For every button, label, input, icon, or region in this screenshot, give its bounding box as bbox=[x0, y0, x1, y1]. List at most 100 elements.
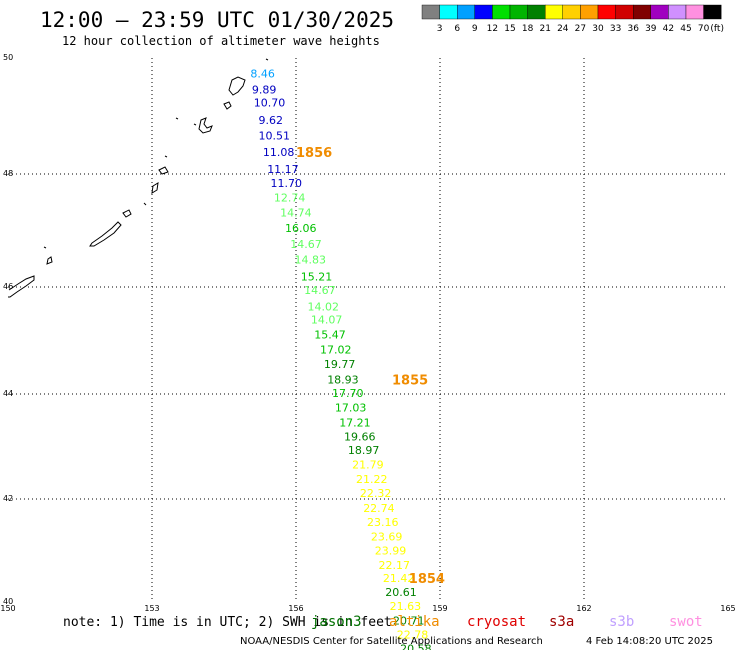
swh-value-label: 22.74 bbox=[363, 502, 395, 515]
longitude-label: 165 bbox=[720, 604, 735, 613]
color-scale-legend: 3 6 9 12 15 18 21 24 27 30 33 36 39 42 45 70 (ft) bbox=[421, 4, 724, 34]
swh-value-label: 17.70 bbox=[332, 387, 364, 400]
swh-value-label: 11.17 bbox=[267, 163, 299, 176]
legend-swatch bbox=[650, 4, 669, 20]
legend-tick-label: 36 bbox=[627, 24, 639, 34]
swh-value-label: 14.83 bbox=[295, 253, 327, 266]
legend-swatch bbox=[562, 4, 581, 20]
swh-value-label: 12.74 bbox=[274, 192, 306, 205]
swh-value-label: 23.16 bbox=[367, 516, 399, 529]
legend-swatch bbox=[474, 4, 493, 20]
swh-value-label: 10.70 bbox=[254, 97, 286, 110]
satellite-s3a-label: s3a bbox=[549, 614, 574, 630]
longitude-label: 156 bbox=[288, 604, 303, 613]
swh-value-label: 23.99 bbox=[375, 545, 407, 558]
legend-swatch bbox=[527, 4, 546, 20]
longitude-label: 159 bbox=[432, 604, 447, 613]
swh-value-label: 19.77 bbox=[324, 358, 356, 371]
swh-value-label: 21.22 bbox=[356, 473, 388, 486]
legend-tick-label: 24 bbox=[557, 24, 569, 34]
swh-value-label: 11.08 bbox=[263, 146, 295, 159]
legend-tick-label: 33 bbox=[610, 24, 621, 34]
swh-value-label: 21.63 bbox=[390, 600, 422, 613]
legend-tick-label: 21 bbox=[539, 24, 550, 34]
swh-value-label: 19.66 bbox=[344, 431, 376, 444]
swh-value-label: 22.78 bbox=[397, 628, 429, 641]
longitude-label: 150 bbox=[0, 604, 15, 613]
legend-swatch bbox=[703, 4, 722, 20]
legend-tick-label: 27 bbox=[575, 24, 586, 34]
legend-swatch bbox=[668, 4, 687, 20]
legend-swatch bbox=[421, 4, 440, 20]
legend-swatch bbox=[509, 4, 528, 20]
pass-number-label: 1856 bbox=[296, 146, 332, 161]
legend-tick-label: 12 bbox=[487, 24, 498, 34]
page-title: 12:00 — 23:59 UTC 01/30/2025 bbox=[40, 8, 394, 32]
latitude-label: 40 bbox=[3, 597, 13, 606]
legend-swatch bbox=[439, 4, 458, 20]
swh-value-label: 22.32 bbox=[360, 487, 392, 500]
pass-id-labels: 1856185518541853 bbox=[296, 146, 445, 587]
legend-tick-label: 30 bbox=[592, 24, 604, 34]
legend-tick-label: 42 bbox=[663, 24, 674, 34]
swh-value-label: 14.74 bbox=[280, 206, 312, 219]
swh-value-label: 15.47 bbox=[314, 329, 346, 342]
legend-tick-label: (ft) bbox=[710, 24, 724, 34]
longitude-label: 162 bbox=[576, 604, 591, 613]
satellite-swot-label: swot bbox=[669, 614, 703, 630]
swh-value-label: 14.02 bbox=[308, 300, 340, 313]
generation-timestamp: 4 Feb 14:08:20 UTC 2025 bbox=[586, 636, 713, 647]
legend-tick-label: 6 bbox=[454, 24, 460, 34]
swh-value-label: 23.69 bbox=[371, 531, 403, 544]
page-subtitle: 12 hour collection of altimeter wave hei… bbox=[62, 34, 380, 48]
swh-value-label: 20.71 bbox=[393, 615, 425, 628]
legend-swatch bbox=[597, 4, 616, 20]
latitude-label: 44 bbox=[3, 389, 13, 398]
satellite-s3b-label: s3b bbox=[609, 614, 634, 630]
swh-value-label: 20.58 bbox=[400, 642, 432, 650]
legend-swatch bbox=[685, 4, 704, 20]
swh-value-label: 20.61 bbox=[385, 586, 417, 599]
swh-value-label: 22.17 bbox=[379, 559, 411, 572]
swh-value-label: 8.46 bbox=[250, 68, 275, 81]
swh-value-label: 9.62 bbox=[259, 114, 284, 127]
swh-value-label: 21.42 bbox=[383, 572, 415, 585]
legend-tick-label: 45 bbox=[680, 24, 691, 34]
swh-value-label: 11.70 bbox=[271, 177, 303, 190]
pass-number-label: 1855 bbox=[392, 374, 428, 389]
satellite-cryosat-label: cryosat bbox=[467, 614, 526, 630]
coastline-kuril-islands bbox=[8, 58, 269, 298]
legend-tick-label: 9 bbox=[472, 24, 478, 34]
swh-value-label: 18.93 bbox=[327, 374, 359, 387]
swh-value-label: 14.07 bbox=[311, 314, 343, 327]
swh-value-label: 15.21 bbox=[301, 270, 333, 283]
swh-value-label: 17.02 bbox=[320, 344, 352, 357]
swh-value-label: 21.79 bbox=[352, 458, 384, 471]
pass-number-label: 1854 bbox=[409, 572, 445, 587]
latitude-label: 46 bbox=[3, 282, 13, 291]
legend-swatch bbox=[492, 4, 511, 20]
swh-value-label: 9.89 bbox=[252, 83, 277, 96]
map-background bbox=[8, 58, 728, 602]
longitude-label: 153 bbox=[144, 604, 159, 613]
latitude-label: 50 bbox=[3, 53, 13, 62]
satellite-jason3-label: jason3 bbox=[311, 614, 362, 630]
legend-tick-label: 18 bbox=[522, 24, 534, 34]
swh-value-label: 14.67 bbox=[304, 284, 336, 297]
satellite-altika-label: altika bbox=[389, 614, 440, 630]
legend-tick-label: 15 bbox=[504, 24, 515, 34]
axis-labels: 150 153 156 159 162 165 50 48 46 44 42 40 bbox=[0, 53, 735, 613]
legend-swatch bbox=[615, 4, 634, 20]
legend-swatch bbox=[633, 4, 652, 20]
swh-value-label: 18.97 bbox=[348, 444, 380, 457]
legend-tick-label: 70 bbox=[698, 24, 710, 34]
latitude-label: 42 bbox=[3, 494, 13, 503]
latitude-label: 48 bbox=[3, 169, 13, 178]
legend-tick-label: 39 bbox=[645, 24, 657, 34]
graticule bbox=[8, 58, 728, 602]
legend-swatch bbox=[580, 4, 599, 20]
credit-line: NOAA/NESDIS Center for Satellite Applica… bbox=[240, 636, 543, 647]
swh-value-label: 17.03 bbox=[335, 402, 367, 415]
